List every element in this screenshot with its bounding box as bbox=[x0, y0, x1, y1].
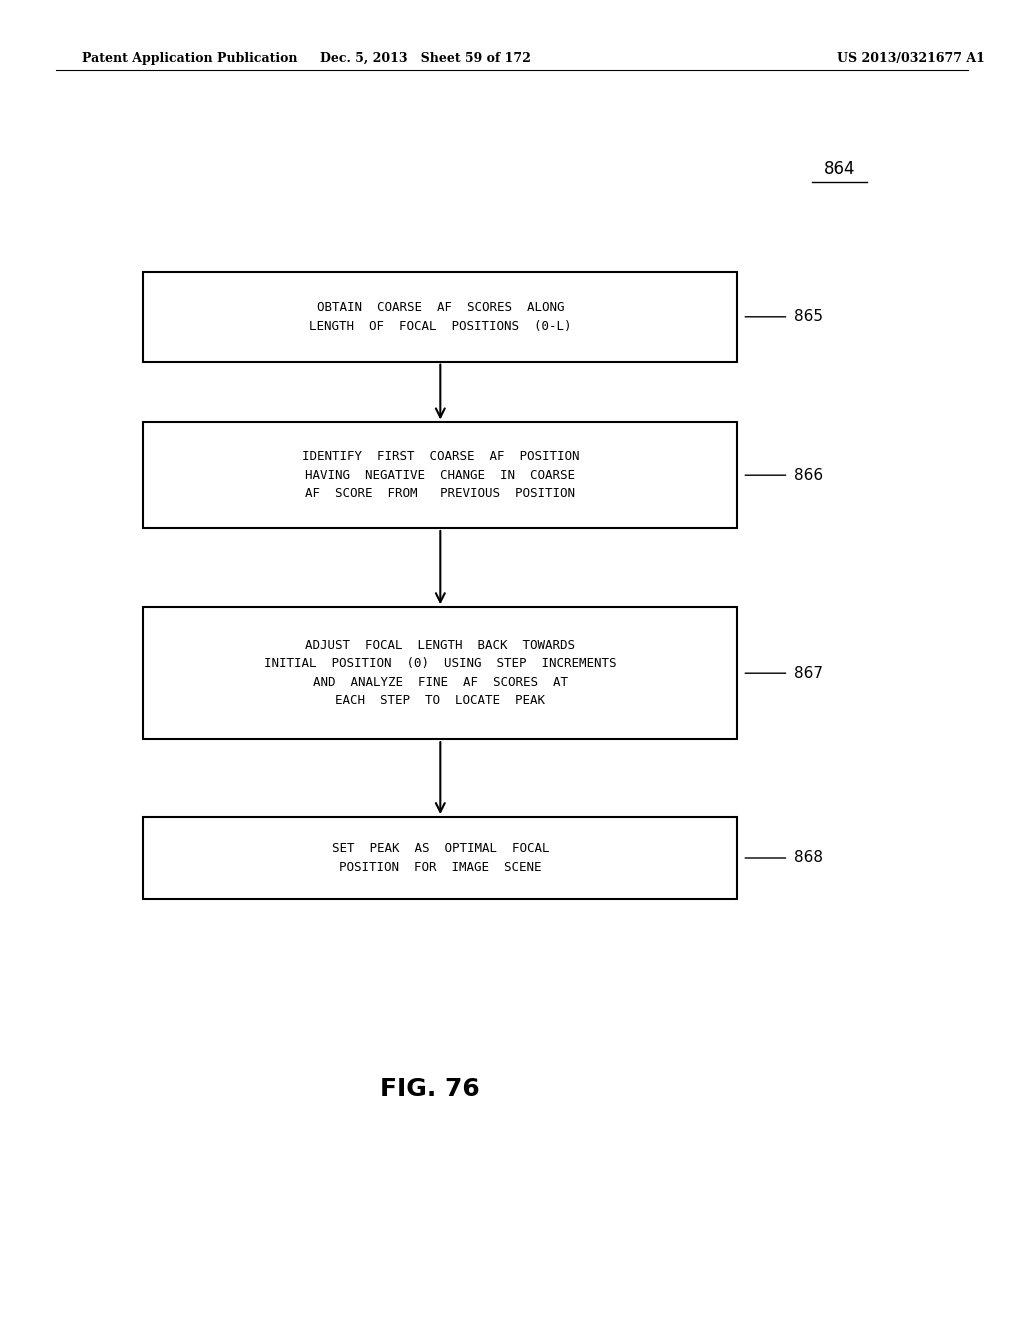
Text: US 2013/0321677 A1: US 2013/0321677 A1 bbox=[838, 51, 985, 65]
Text: SET  PEAK  AS  OPTIMAL  FOCAL
POSITION  FOR  IMAGE  SCENE: SET PEAK AS OPTIMAL FOCAL POSITION FOR I… bbox=[332, 842, 549, 874]
Text: IDENTIFY  FIRST  COARSE  AF  POSITION
HAVING  NEGATIVE  CHANGE  IN  COARSE
AF  S: IDENTIFY FIRST COARSE AF POSITION HAVING… bbox=[302, 450, 579, 500]
Text: ADJUST  FOCAL  LENGTH  BACK  TOWARDS
INITIAL  POSITION  (0)  USING  STEP  INCREM: ADJUST FOCAL LENGTH BACK TOWARDS INITIAL… bbox=[264, 639, 616, 708]
Bar bbox=[143, 272, 737, 362]
Bar bbox=[143, 817, 737, 899]
Text: Dec. 5, 2013   Sheet 59 of 172: Dec. 5, 2013 Sheet 59 of 172 bbox=[319, 51, 530, 65]
Text: OBTAIN  COARSE  AF  SCORES  ALONG
LENGTH  OF  FOCAL  POSITIONS  (0-L): OBTAIN COARSE AF SCORES ALONG LENGTH OF … bbox=[309, 301, 571, 333]
Bar bbox=[143, 422, 737, 528]
Text: 864: 864 bbox=[824, 160, 855, 178]
Text: 865: 865 bbox=[794, 309, 822, 325]
Text: 867: 867 bbox=[794, 665, 822, 681]
Bar bbox=[143, 607, 737, 739]
Text: FIG. 76: FIG. 76 bbox=[380, 1077, 480, 1101]
Text: 866: 866 bbox=[794, 467, 822, 483]
Text: 868: 868 bbox=[794, 850, 822, 866]
Text: Patent Application Publication: Patent Application Publication bbox=[82, 51, 297, 65]
